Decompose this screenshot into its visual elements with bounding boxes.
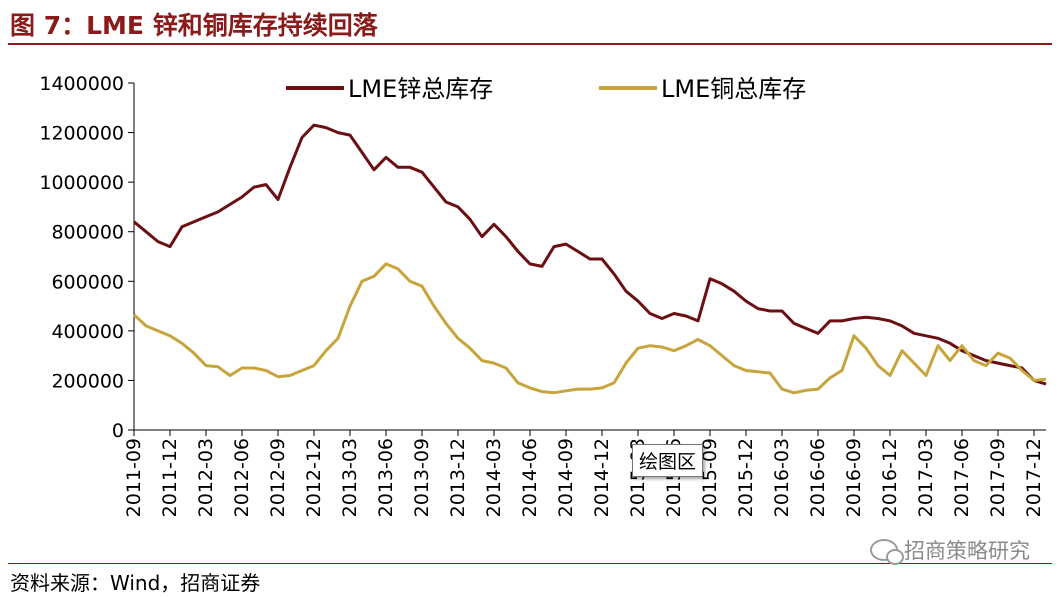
x-tick-label: 2016-03 bbox=[771, 438, 793, 517]
x-tick-label: 2015-12 bbox=[735, 438, 757, 517]
x-tick-label: 2014-12 bbox=[591, 438, 613, 517]
x-tick-label: 2012-03 bbox=[195, 438, 217, 517]
chart-axes: 0 200000 400000 600000 800000 1000000 1200000 1… bbox=[39, 73, 1046, 517]
x-tick-label: 2017-09 bbox=[987, 438, 1009, 517]
y-tick-label: 200000 bbox=[51, 370, 124, 392]
plot-area-tooltip: 绘图区 bbox=[632, 444, 704, 477]
watermark: 招商策略研究 bbox=[870, 535, 1030, 565]
chart-legend: LME锌总库存 LME铜总库存 bbox=[286, 75, 806, 103]
chart-canvas[interactable]: 0 200000 400000 600000 800000 1000000 1200000 1… bbox=[0, 0, 1060, 560]
x-tick-label: 2012-12 bbox=[303, 438, 325, 517]
x-tick-label: 2016-12 bbox=[879, 438, 901, 517]
y-tick-label: 1200000 bbox=[39, 123, 124, 145]
y-tick-label: 1400000 bbox=[39, 73, 124, 95]
legend-label-copper: LME铜总库存 bbox=[661, 75, 806, 103]
x-tick-label: 2017-03 bbox=[915, 438, 937, 517]
y-tick-label: 0 bbox=[112, 420, 124, 442]
x-tick-label: 2012-09 bbox=[267, 438, 289, 517]
x-tick-label: 2013-09 bbox=[411, 438, 433, 517]
x-tick-label: 2016-06 bbox=[807, 438, 829, 517]
series-line-zinc[interactable] bbox=[133, 123, 1047, 386]
x-tick-label: 2017-12 bbox=[1023, 438, 1045, 517]
x-tick-label: 2014-09 bbox=[555, 438, 577, 517]
chart-title: 图 7：LME 锌和铜库存持续回落 bbox=[10, 11, 378, 40]
x-tick-label: 2014-06 bbox=[519, 438, 541, 517]
series-line-copper[interactable] bbox=[132, 262, 1047, 395]
legend-label-zinc: LME锌总库存 bbox=[348, 75, 493, 103]
x-tick-label: 2013-03 bbox=[339, 438, 361, 517]
watermark-text: 招商策略研究 bbox=[904, 539, 1030, 563]
x-tick-label: 2013-12 bbox=[447, 438, 469, 517]
footer-divider bbox=[8, 563, 1052, 564]
x-tick-label: 2014-03 bbox=[483, 438, 505, 517]
x-tick-label: 2012-06 bbox=[231, 438, 253, 517]
y-tick-label: 1000000 bbox=[39, 172, 124, 194]
chart-series bbox=[132, 123, 1047, 395]
x-tick-label: 2011-12 bbox=[159, 438, 181, 517]
source-note: 资料来源：Wind，招商证券 bbox=[10, 571, 261, 595]
x-tick-label: 2011-09 bbox=[123, 438, 145, 517]
x-tick-label: 2013-06 bbox=[375, 438, 397, 517]
x-tick-label: 2016-09 bbox=[843, 438, 865, 517]
y-tick-label: 400000 bbox=[51, 321, 124, 343]
y-tick-label: 800000 bbox=[51, 222, 124, 244]
x-tick-label: 2017-06 bbox=[951, 438, 973, 517]
y-tick-label: 600000 bbox=[51, 271, 124, 293]
x-tick-label: 2015-09 bbox=[699, 438, 721, 517]
wechat-icon bbox=[870, 539, 904, 565]
title-divider bbox=[8, 43, 1052, 45]
